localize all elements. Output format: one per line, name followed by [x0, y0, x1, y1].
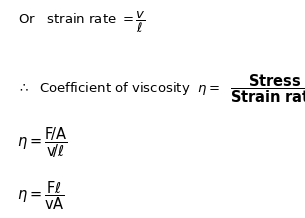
Text: $\eta = \dfrac{\mathrm{F\!/A}}{\mathrm{v\!/}\ell}$: $\eta = \dfrac{\mathrm{F\!/A}}{\mathrm{v… — [17, 126, 67, 160]
Text: $\therefore$  Coefficient of viscosity  $\eta =$: $\therefore$ Coefficient of viscosity $\… — [17, 80, 220, 97]
Text: $\eta = \dfrac{\mathrm{F}\ell}{\mathrm{vA}}$: $\eta = \dfrac{\mathrm{F}\ell}{\mathrm{v… — [17, 180, 65, 213]
Text: Or   strain rate $= \dfrac{v}{\ell}$: Or strain rate $= \dfrac{v}{\ell}$ — [18, 10, 146, 36]
Text: $\dfrac{\mathbf{Stress}}{\mathbf{Strain\ rate}}$: $\dfrac{\mathbf{Stress}}{\mathbf{Strain\… — [230, 72, 305, 105]
